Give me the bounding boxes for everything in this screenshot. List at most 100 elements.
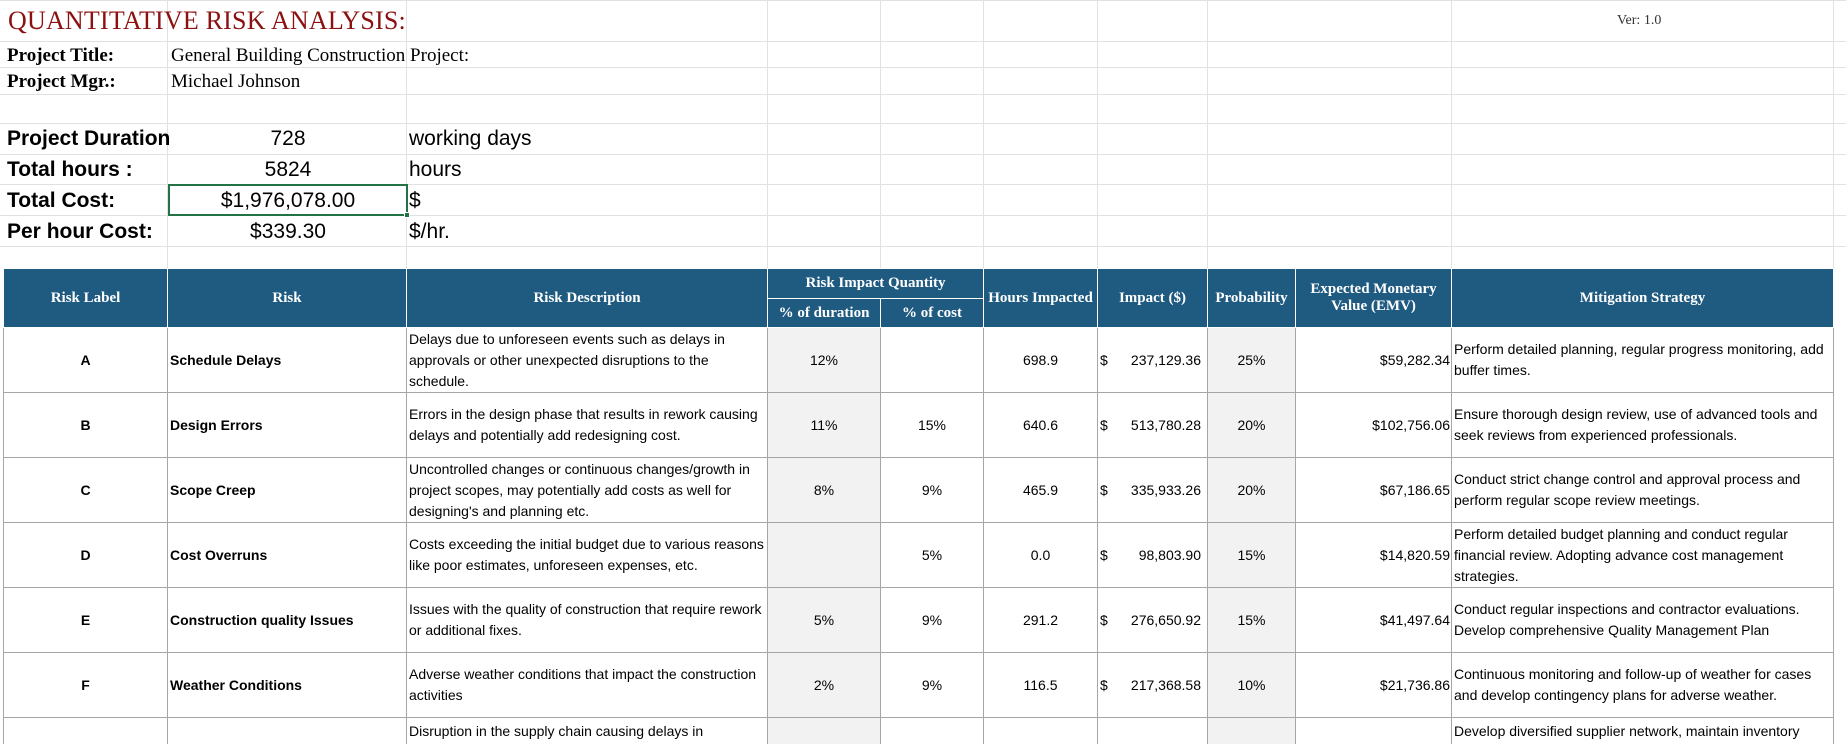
metric-value-per-hour[interactable]: $339.30 [250, 220, 326, 243]
project-mgr-value[interactable]: Michael Johnson [171, 71, 301, 92]
version-label: Ver: 1.0 [1617, 13, 1662, 28]
cell-probability[interactable]: 15% [1207, 522, 1296, 588]
fill-handle[interactable] [404, 212, 410, 218]
cell-hours-impacted[interactable]: 291.2 [983, 587, 1098, 653]
cell-pct-cost[interactable]: 9% [880, 652, 984, 718]
metric-unit-total-cost: $ [409, 189, 421, 212]
cell-risk[interactable] [167, 717, 407, 744]
cell-probability[interactable]: 10% [1207, 652, 1296, 718]
cell-pct-cost[interactable]: 15% [880, 392, 984, 458]
cell-mitigation[interactable]: Conduct strict change control and approv… [1451, 457, 1834, 523]
cell-hours-impacted[interactable]: 116.5 [983, 652, 1098, 718]
cell-risk-label[interactable]: C [3, 457, 168, 523]
cell-risk-label[interactable]: B [3, 392, 168, 458]
cell-pct-duration[interactable]: 12% [767, 327, 881, 393]
cell-emv[interactable]: $21,736.86 [1295, 652, 1452, 718]
cell-mitigation[interactable]: Perform detailed planning, regular progr… [1451, 327, 1834, 393]
cell-probability[interactable]: 20% [1207, 457, 1296, 523]
cell-probability[interactable]: 25% [1207, 327, 1296, 393]
cell-risk[interactable]: Design Errors [167, 392, 407, 458]
impact-currency-symbol: $ [1100, 482, 1108, 498]
metric-value-hours[interactable]: 5824 [264, 158, 312, 181]
header-impact[interactable]: Impact ($) [1097, 268, 1208, 328]
cell-impact[interactable]: $98,803.90 [1097, 522, 1208, 588]
cell-probability[interactable]: 20% [1207, 392, 1296, 458]
cell-risk-description[interactable]: Costs exceeding the initial budget due t… [406, 522, 768, 588]
cell-risk[interactable]: Scope Creep [167, 457, 407, 523]
cell-risk[interactable]: Schedule Delays [167, 327, 407, 393]
sheet-gridlines [0, 0, 1846, 268]
selected-cell-outline [168, 184, 408, 216]
cell-hours-impacted[interactable]: 0.0 [983, 522, 1098, 588]
cell-impact[interactable] [1097, 717, 1208, 744]
cell-probability[interactable] [1207, 717, 1296, 744]
metric-unit-duration: working days [409, 127, 532, 150]
header-risk-impact-quantity[interactable]: Risk Impact Quantity [767, 268, 984, 299]
cell-risk[interactable]: Construction quality Issues [167, 587, 407, 653]
cell-impact[interactable]: $276,650.92 [1097, 587, 1208, 653]
cell-pct-duration[interactable] [767, 717, 881, 744]
cell-risk-description[interactable]: Issues with the quality of construction … [406, 587, 768, 653]
cell-risk-description[interactable]: Adverse weather conditions that impact t… [406, 652, 768, 718]
cell-emv[interactable]: $41,497.64 [1295, 587, 1452, 653]
cell-risk-description[interactable]: Disruption in the supply chain causing d… [406, 717, 768, 744]
cell-impact[interactable]: $513,780.28 [1097, 392, 1208, 458]
cell-emv[interactable]: $102,756.06 [1295, 392, 1452, 458]
cell-emv[interactable] [1295, 717, 1452, 744]
cell-mitigation[interactable]: Continuous monitoring and follow-up of w… [1451, 652, 1834, 718]
cell-risk-label[interactable]: E [3, 587, 168, 653]
cell-hours-impacted[interactable]: 465.9 [983, 457, 1098, 523]
cell-pct-duration[interactable]: 5% [767, 587, 881, 653]
cell-hours-impacted[interactable] [983, 717, 1098, 744]
cell-pct-duration[interactable] [767, 522, 881, 588]
cell-hours-impacted[interactable]: 698.9 [983, 327, 1098, 393]
cell-hours-impacted[interactable]: 640.6 [983, 392, 1098, 458]
header-risk[interactable]: Risk [167, 268, 407, 328]
cell-impact[interactable]: $237,129.36 [1097, 327, 1208, 393]
cell-emv[interactable]: $59,282.34 [1295, 327, 1452, 393]
cell-pct-cost[interactable]: 9% [880, 457, 984, 523]
cell-risk-label[interactable] [3, 717, 168, 744]
cell-risk[interactable]: Cost Overruns [167, 522, 407, 588]
cell-risk-description[interactable]: Errors in the design phase that results … [406, 392, 768, 458]
cell-risk-description[interactable]: Uncontrolled changes or continuous chang… [406, 457, 768, 523]
cell-pct-cost[interactable]: 9% [880, 587, 984, 653]
cell-risk-label[interactable]: F [3, 652, 168, 718]
impact-amount: 237,129.36 [1130, 352, 1201, 368]
header-mitigation[interactable]: Mitigation Strategy [1451, 268, 1834, 328]
header-hours-impacted[interactable]: Hours Impacted [983, 268, 1098, 328]
impact-currency-symbol: $ [1100, 352, 1108, 368]
cell-mitigation[interactable]: Conduct regular inspections and contract… [1451, 587, 1834, 653]
cell-pct-cost[interactable] [880, 717, 984, 744]
risk-table: Risk Label Risk Risk Description Risk Im… [3, 268, 1834, 744]
project-title-value[interactable]: General Building Construction Project: [171, 45, 470, 66]
header-emv[interactable]: Expected Monetary Value (EMV) [1295, 268, 1452, 328]
impact-amount: 335,933.26 [1130, 482, 1201, 498]
header-risk-label[interactable]: Risk Label [3, 268, 168, 328]
header-probability[interactable]: Probability [1207, 268, 1296, 328]
cell-risk-label[interactable]: A [3, 327, 168, 393]
metric-value-duration[interactable]: 728 [270, 127, 306, 150]
cell-pct-cost[interactable]: 5% [880, 522, 984, 588]
cell-emv[interactable]: $14,820.59 [1295, 522, 1452, 588]
cell-pct-cost[interactable] [880, 327, 984, 393]
cell-pct-duration[interactable]: 2% [767, 652, 881, 718]
header-pct-cost[interactable]: % of cost [880, 298, 984, 328]
cell-pct-duration[interactable]: 8% [767, 457, 881, 523]
cell-pct-duration[interactable]: 11% [767, 392, 881, 458]
cell-risk-label[interactable]: D [3, 522, 168, 588]
header-risk-description[interactable]: Risk Description [406, 268, 768, 328]
cell-risk-description[interactable]: Delays due to unforeseen events such as … [406, 327, 768, 393]
cell-mitigation[interactable]: Develop diversified supplier network, ma… [1451, 717, 1834, 744]
header-pct-duration[interactable]: % of duration [767, 298, 881, 328]
cell-mitigation[interactable]: Ensure thorough design review, use of ad… [1451, 392, 1834, 458]
table-row: Disruption in the supply chain causing d… [3, 717, 1834, 744]
cell-risk[interactable]: Weather Conditions [167, 652, 407, 718]
impact-currency-symbol: $ [1100, 547, 1108, 563]
metric-value-total-cost[interactable]: $1,976,078.00 [220, 189, 356, 212]
cell-probability[interactable]: 15% [1207, 587, 1296, 653]
cell-impact[interactable]: $335,933.26 [1097, 457, 1208, 523]
cell-mitigation[interactable]: Perform detailed budget planning and con… [1451, 522, 1834, 588]
cell-impact[interactable]: $217,368.58 [1097, 652, 1208, 718]
cell-emv[interactable]: $67,186.65 [1295, 457, 1452, 523]
